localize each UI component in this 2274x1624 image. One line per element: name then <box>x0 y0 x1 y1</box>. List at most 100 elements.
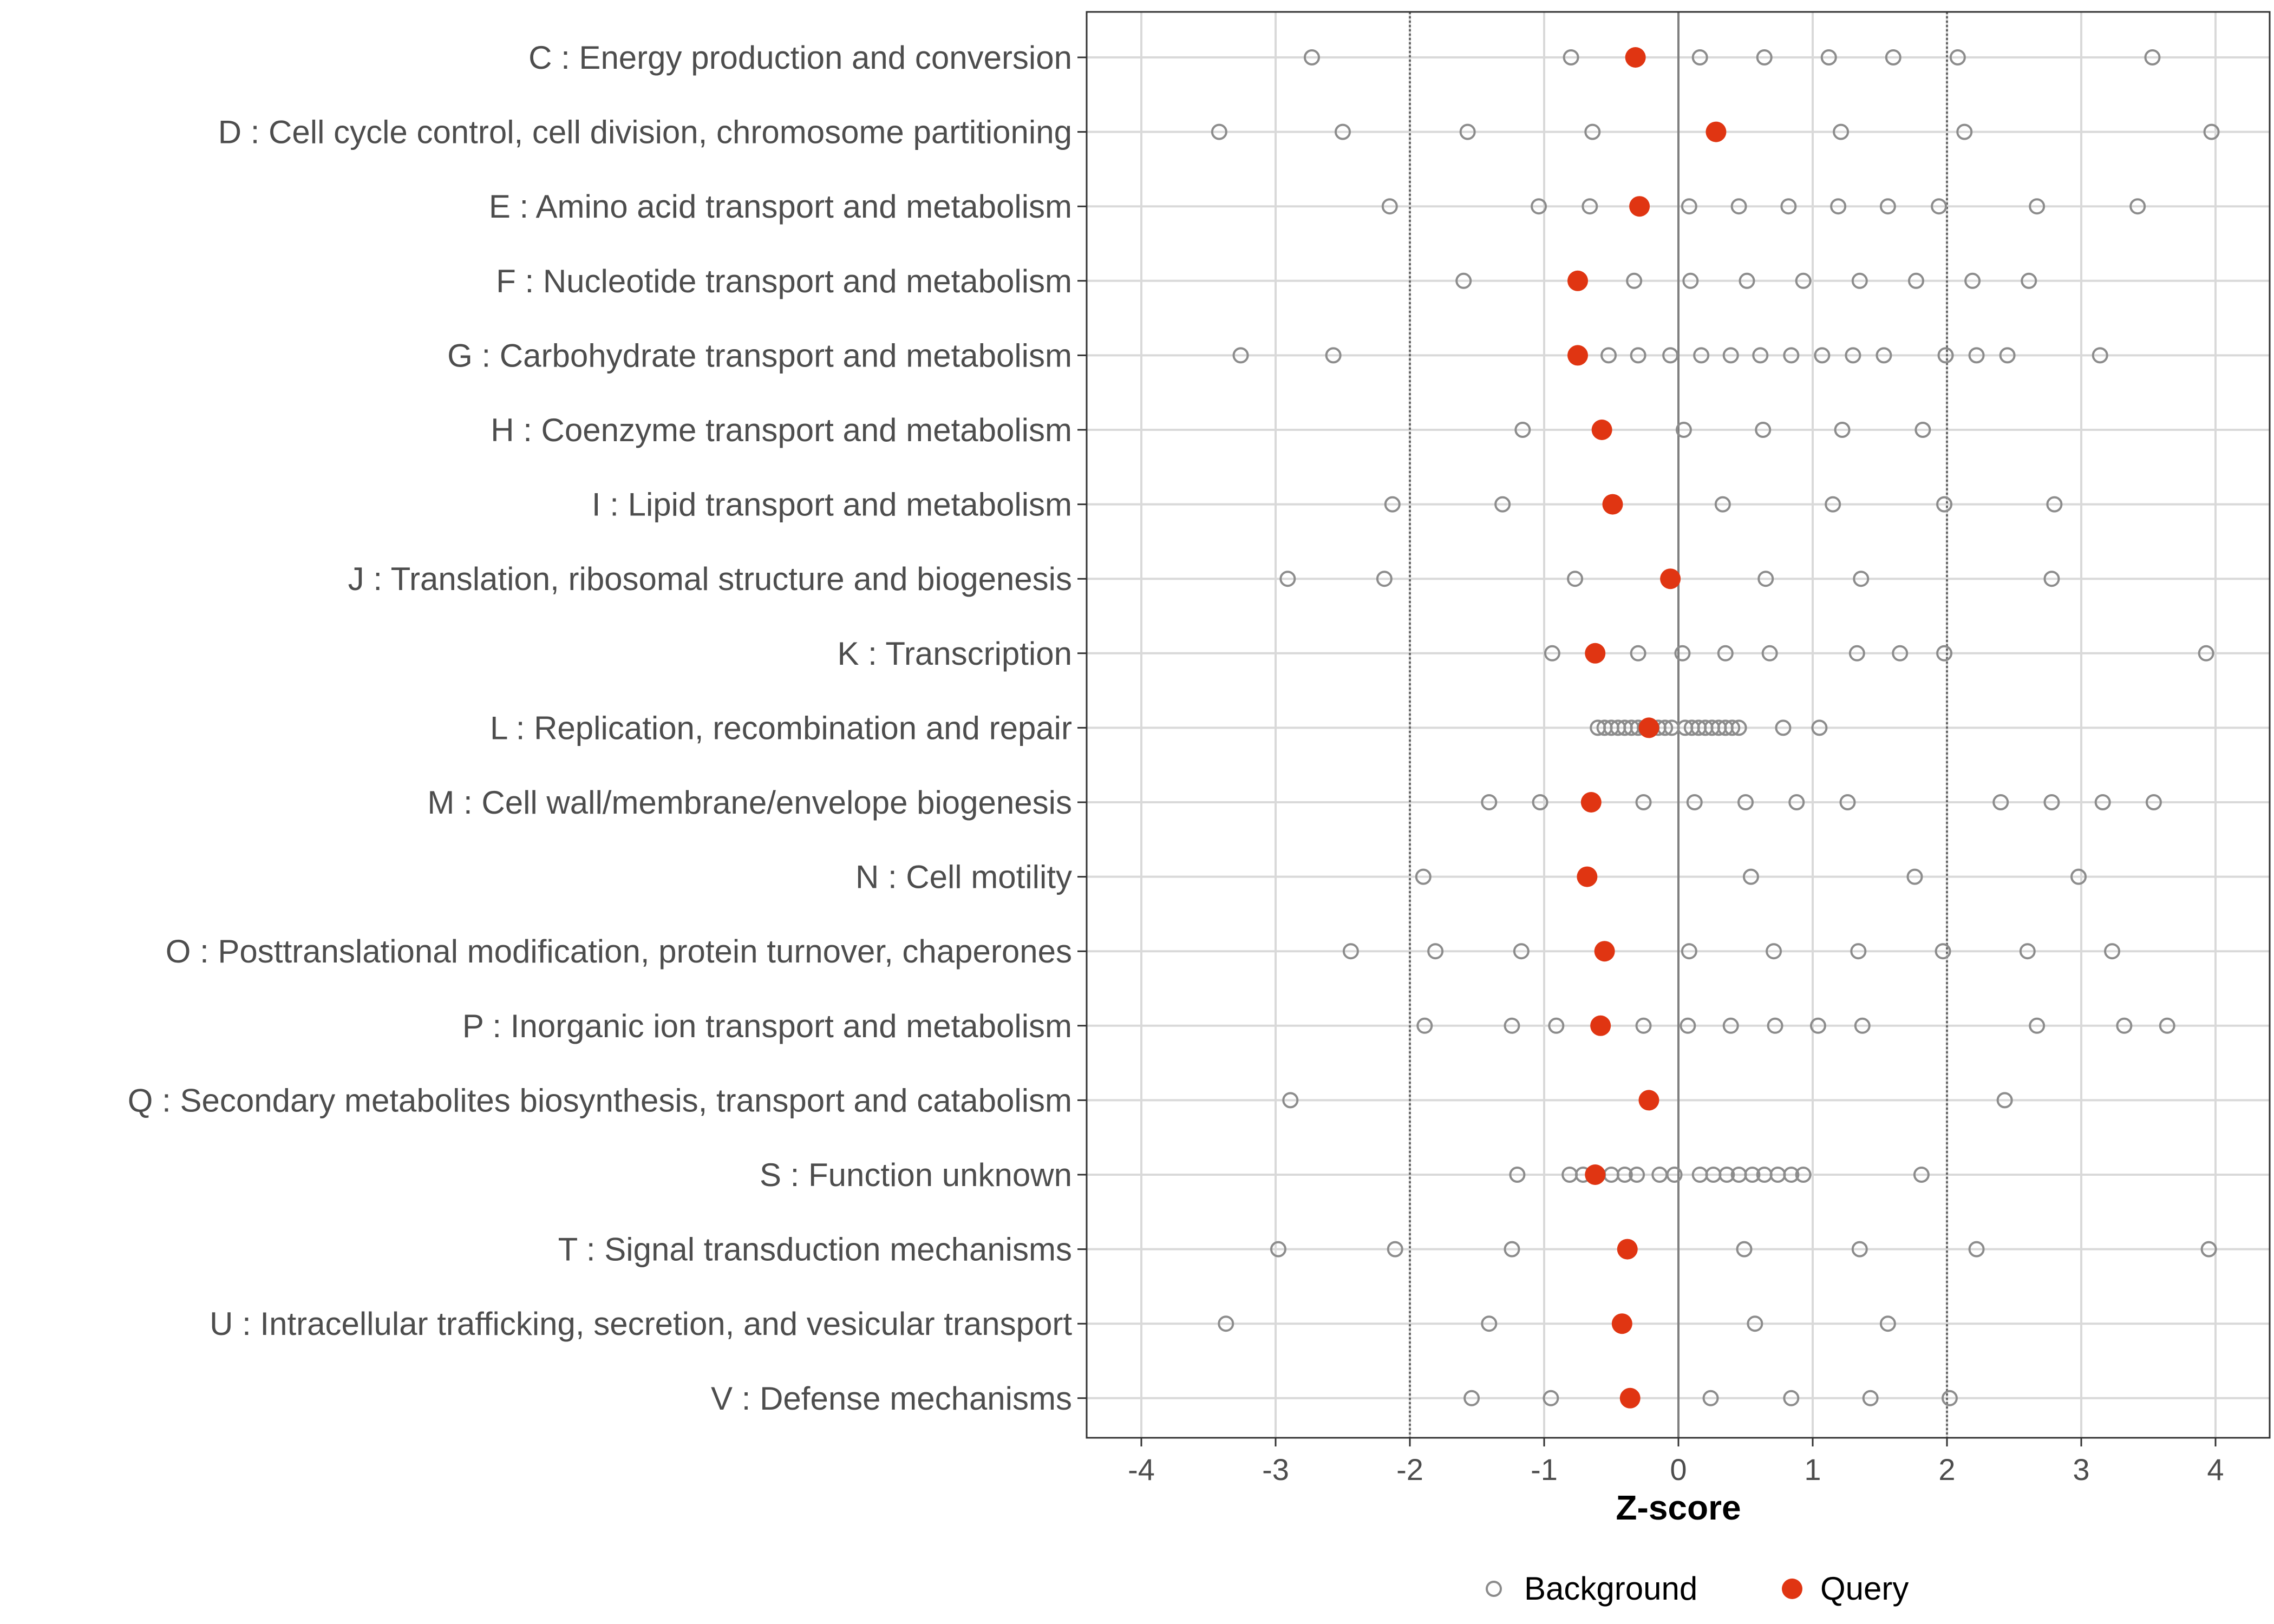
background-point-4-5 <box>1693 347 1710 364</box>
background-point-13-10 <box>2116 1017 2133 1034</box>
background-point-13-1 <box>1504 1017 1520 1034</box>
query-point-2 <box>1629 196 1650 217</box>
query-point-4 <box>1567 345 1588 366</box>
background-point-1-0 <box>1211 123 1227 140</box>
x-tick-label-0: -4 <box>1128 1452 1155 1487</box>
background-point-8-6 <box>1892 645 1909 662</box>
background-point-18-0 <box>1463 1390 1480 1406</box>
background-point-16-0 <box>1270 1241 1286 1258</box>
background-point-1-6 <box>2203 123 2220 140</box>
background-point-2-0 <box>1381 198 1398 215</box>
background-point-12-8 <box>2104 943 2121 960</box>
background-point-1-3 <box>1584 123 1601 140</box>
background-point-4-15 <box>2092 347 2108 364</box>
x-tick-label-2: -2 <box>1396 1452 1423 1487</box>
background-point-5-2 <box>1755 422 1772 438</box>
background-point-11-1 <box>1742 868 1759 885</box>
query-point-13 <box>1590 1015 1611 1036</box>
background-point-10-2 <box>1635 794 1652 810</box>
query-points <box>1567 47 1727 1409</box>
background-point-6-1 <box>1494 496 1511 513</box>
x-tick-label-5: 1 <box>1804 1452 1821 1487</box>
background-point-3-4 <box>1795 272 1812 289</box>
background-point-7-1 <box>1376 571 1393 587</box>
background-point-8-7 <box>1936 645 1953 662</box>
category-label-4: G : Carbohydrate transport and metabolis… <box>447 337 1072 374</box>
category-label-8: K : Transcription <box>837 636 1072 672</box>
category-label-12: O : Posttranslational modification, prot… <box>166 933 1072 970</box>
background-point-9-21 <box>1775 719 1792 736</box>
category-label-15: S : Function unknown <box>760 1157 1072 1193</box>
background-point-3-0 <box>1455 272 1472 289</box>
query-point-5 <box>1591 420 1612 440</box>
background-point-17-3 <box>1879 1315 1896 1332</box>
background-point-10-3 <box>1686 794 1703 810</box>
background-point-4-1 <box>1325 347 1342 364</box>
background-point-14-1 <box>1996 1092 2013 1109</box>
background-point-3-6 <box>1907 272 1924 289</box>
background-point-2-10 <box>2129 198 2146 215</box>
background-point-2-5 <box>1780 198 1797 215</box>
background-point-1-5 <box>1956 123 1973 140</box>
background-point-12-3 <box>1681 943 1697 960</box>
background-point-8-0 <box>1544 645 1560 662</box>
background-point-13-0 <box>1416 1017 1433 1034</box>
category-label-5: H : Coenzyme transport and metabolism <box>491 412 1072 448</box>
background-point-16-2 <box>1504 1241 1520 1258</box>
background-point-13-4 <box>1680 1017 1696 1034</box>
background-point-7-5 <box>2043 571 2060 587</box>
background-point-10-8 <box>2043 794 2060 810</box>
background-point-10-7 <box>1992 794 2009 810</box>
background-point-2-8 <box>1931 198 1948 215</box>
query-point-15 <box>1585 1164 1606 1185</box>
background-point-8-3 <box>1717 645 1734 662</box>
background-point-5-1 <box>1675 422 1692 438</box>
background-point-0-6 <box>1949 49 1966 66</box>
background-point-4-13 <box>1968 347 1985 364</box>
background-point-2-6 <box>1830 198 1847 215</box>
background-point-4-7 <box>1752 347 1769 364</box>
background-point-13-11 <box>2159 1017 2175 1034</box>
background-point-6-5 <box>2046 496 2063 513</box>
background-point-15-17 <box>1795 1167 1812 1183</box>
background-point-12-6 <box>1935 943 1951 960</box>
background-point-10-4 <box>1737 794 1754 810</box>
query-point-12 <box>1594 941 1615 962</box>
background-point-8-5 <box>1848 645 1865 662</box>
category-labels: C : Energy production and conversion D : … <box>128 40 1087 1417</box>
background-point-3-1 <box>1626 272 1643 289</box>
background-point-4-9 <box>1814 347 1831 364</box>
category-label-17: U : Intracellular trafficking, secretion… <box>210 1306 1072 1342</box>
background-point-5-3 <box>1834 422 1851 438</box>
background-point-12-2 <box>1513 943 1530 960</box>
background-point-8-4 <box>1761 645 1778 662</box>
background-point-4-14 <box>1999 347 2016 364</box>
background-point-13-3 <box>1635 1017 1652 1034</box>
x-axis-title: Z-score <box>1616 1488 1741 1527</box>
background-point-4-11 <box>1876 347 1892 364</box>
background-point-13-9 <box>2029 1017 2046 1034</box>
background-point-8-2 <box>1674 645 1691 662</box>
background-point-4-6 <box>1722 347 1739 364</box>
background-point-13-7 <box>1809 1017 1826 1034</box>
legend: Background Query <box>1486 1570 1909 1607</box>
background-point-13-6 <box>1767 1017 1783 1034</box>
background-point-11-3 <box>2070 868 2087 885</box>
background-point-12-5 <box>1850 943 1867 960</box>
background-point-17-0 <box>1218 1315 1234 1332</box>
background-point-15-16 <box>1783 1167 1800 1183</box>
background-point-16-6 <box>2200 1241 2217 1258</box>
background-point-16-5 <box>1968 1241 1985 1258</box>
background-point-3-8 <box>2021 272 2037 289</box>
background-point-9-22 <box>1811 719 1828 736</box>
background-point-7-2 <box>1567 571 1584 587</box>
background-point-3-7 <box>1964 272 1981 289</box>
background-point-6-3 <box>1825 496 1841 513</box>
legend-query-label: Query <box>1820 1570 1909 1607</box>
background-point-9-20 <box>1730 719 1747 736</box>
background-point-2-9 <box>2029 198 2046 215</box>
background-point-5-0 <box>1514 422 1531 438</box>
legend-background-label: Background <box>1524 1570 1697 1607</box>
query-point-14 <box>1638 1090 1659 1111</box>
